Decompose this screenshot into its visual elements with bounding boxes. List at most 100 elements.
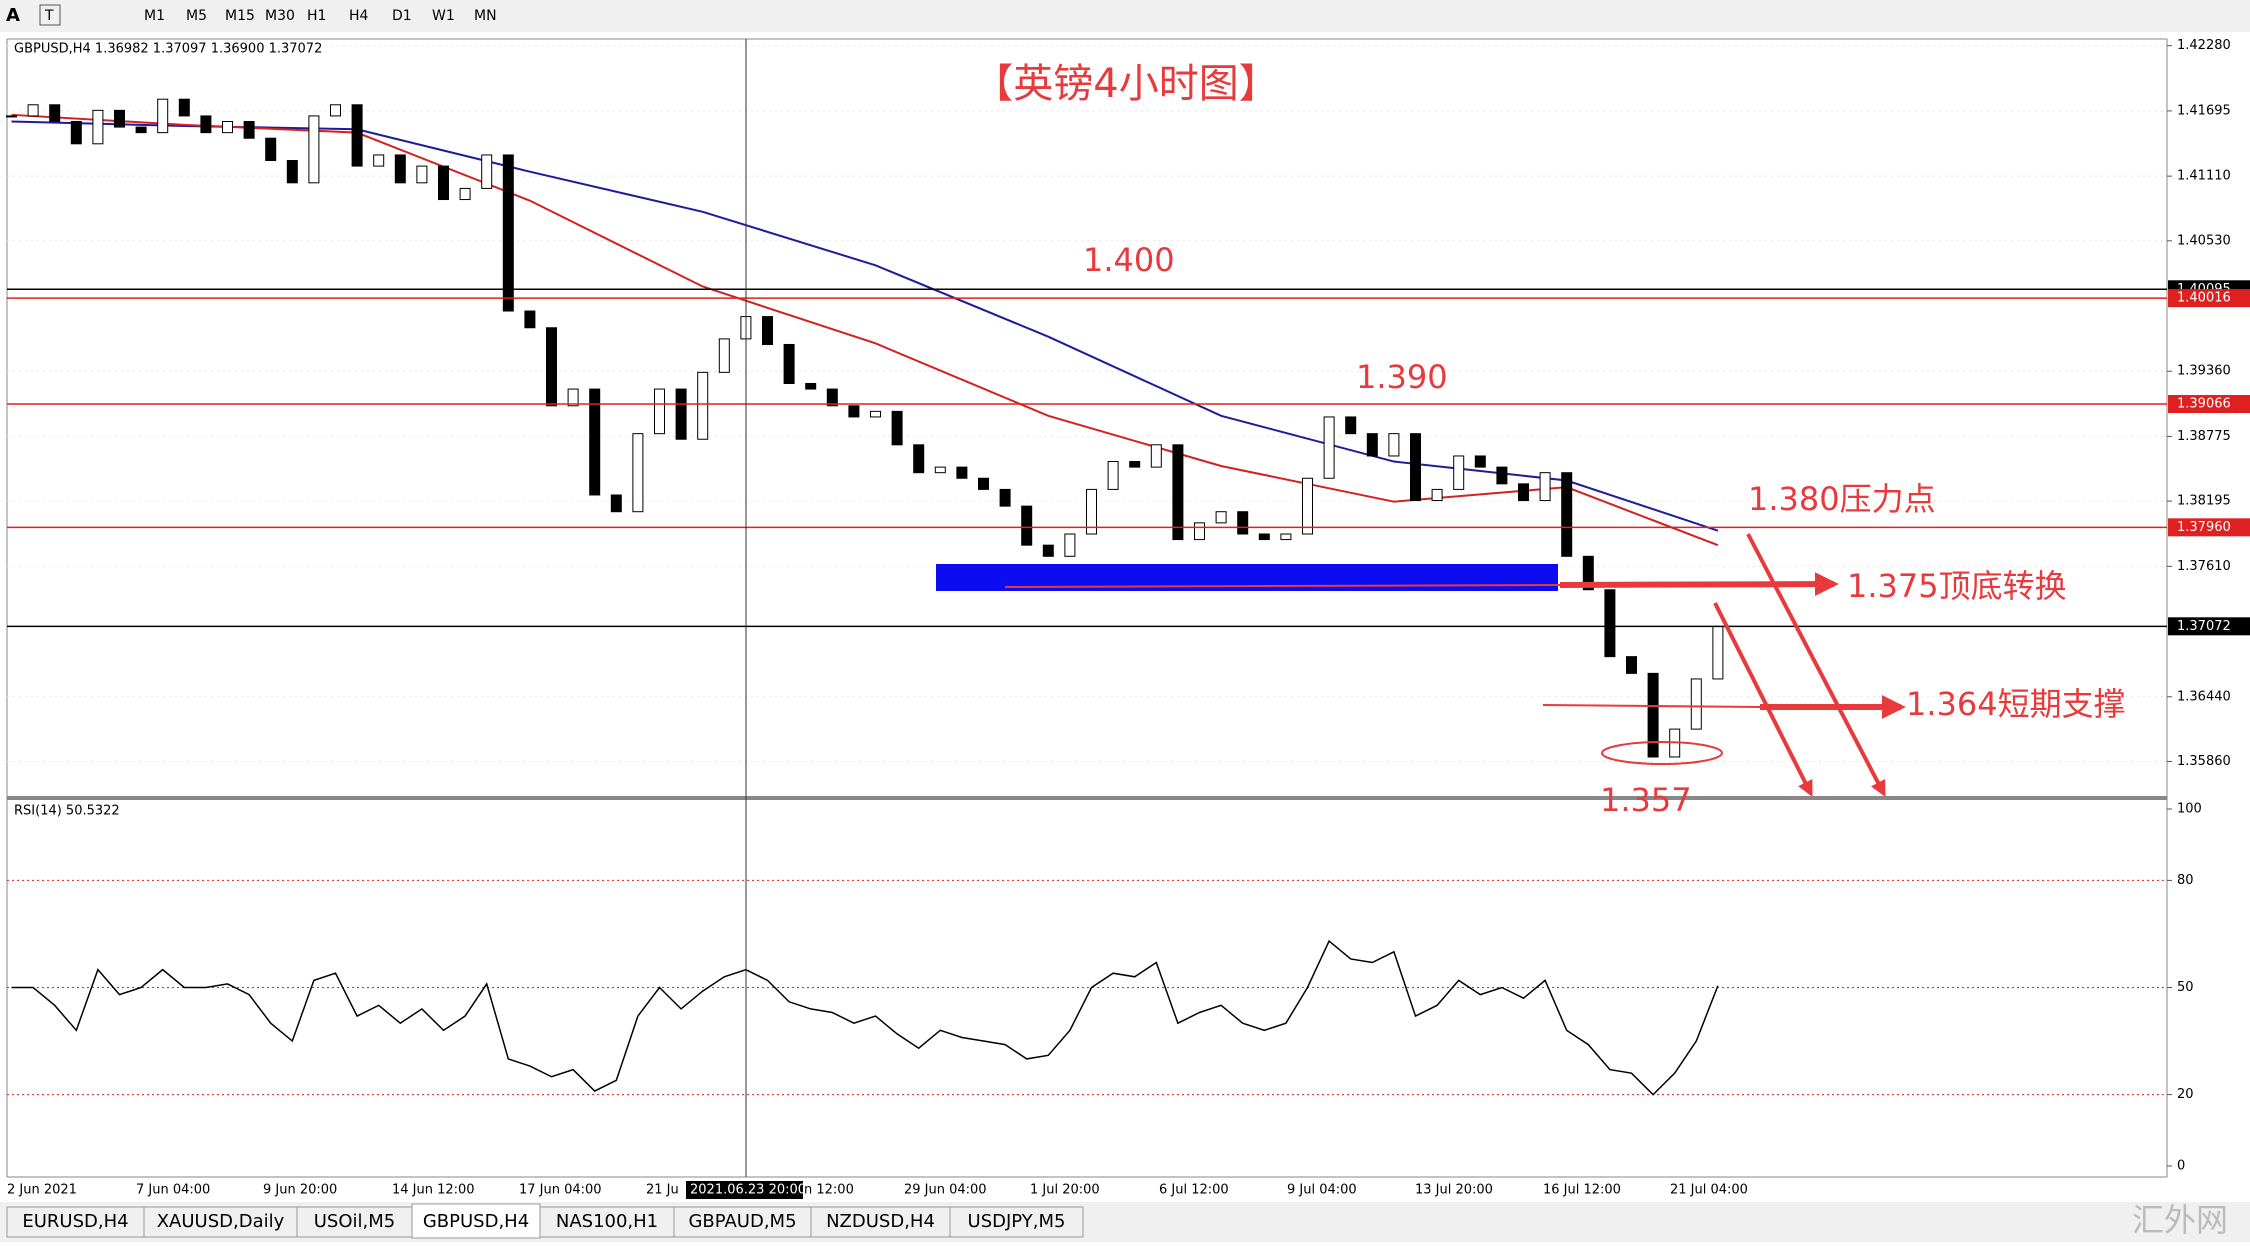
period-button[interactable]: M1 [144, 8, 165, 24]
candle [999, 488, 1011, 507]
annotation: 1.380压力点 [1748, 480, 1936, 518]
annotation: 1.375顶底转换 [1847, 567, 2067, 605]
tab[interactable] [673, 1206, 812, 1238]
price-tag-label: 1.37960 [2177, 520, 2231, 535]
candle [567, 388, 579, 407]
candle [1302, 477, 1313, 535]
tab-label[interactable]: USOil,M5 [314, 1211, 395, 1232]
y-tick-label: 1.39360 [2177, 364, 2231, 379]
candle [1172, 444, 1184, 541]
time-label: 17 Jun 04:00 [519, 1183, 602, 1198]
price-tag [2168, 617, 2250, 636]
candle [718, 338, 730, 373]
candle [783, 343, 795, 384]
candle [286, 160, 298, 184]
candle [1496, 466, 1508, 485]
tab[interactable] [411, 1203, 541, 1239]
candle [956, 466, 968, 479]
tab[interactable] [949, 1206, 1084, 1238]
rsi-label: RSI(14) 50.5322 [14, 804, 120, 819]
tab[interactable] [296, 1206, 413, 1238]
tab-label[interactable]: USDJPY,M5 [968, 1211, 1066, 1232]
arrow [1746, 533, 1886, 797]
chart-title: 【英镑4小时图】 [973, 61, 1278, 107]
tab-label[interactable]: NZDUSD,H4 [826, 1211, 935, 1232]
time-label: 1 Jul 20:00 [1030, 1183, 1100, 1198]
tab[interactable] [6, 1206, 145, 1238]
rsi-tick-label: 50 [2177, 980, 2194, 995]
candle [1064, 533, 1076, 557]
candle [1647, 672, 1659, 758]
candle [762, 316, 773, 345]
candle [524, 310, 536, 329]
candle [92, 109, 104, 145]
tab[interactable] [810, 1206, 951, 1238]
period-button[interactable]: H1 [307, 8, 326, 24]
time-label: 6 Jul 12:00 [1159, 1183, 1229, 1198]
period-button[interactable]: D1 [392, 8, 412, 24]
time-label: 14 Jun 12:00 [392, 1183, 475, 1198]
candle [1323, 416, 1335, 479]
period-button[interactable]: M5 [186, 8, 207, 24]
candle [114, 109, 125, 128]
time-label: 29 Jun 04:00 [904, 1183, 987, 1198]
time-label: 21 Ju [646, 1183, 679, 1198]
candle [373, 154, 385, 167]
candle [891, 410, 903, 446]
candle [1690, 678, 1702, 730]
price-tag [2168, 395, 2250, 414]
candle [870, 410, 881, 418]
candle [459, 187, 471, 201]
candle [200, 115, 212, 134]
period-button[interactable]: W1 [432, 8, 455, 24]
symbol-header: GBPUSD,H4 1.36982 1.37097 1.36900 1.3707… [14, 42, 322, 57]
candle [6, 115, 17, 118]
watermark: 汇外网 [2132, 1201, 2228, 1239]
tab-label[interactable]: XAUUSD,Daily [157, 1211, 285, 1232]
candle [481, 154, 493, 189]
period-button[interactable]: H4 [349, 8, 369, 24]
rsi-tick-label: 100 [2177, 802, 2202, 817]
y-tick-label: 1.36440 [2177, 689, 2231, 704]
candle [934, 466, 946, 474]
candle [589, 388, 601, 496]
candle [1086, 488, 1097, 535]
candle [135, 126, 147, 134]
time-label: 21 Jul 04:00 [1670, 1183, 1748, 1198]
time-label: 9 Jul 04:00 [1287, 1183, 1357, 1198]
candle [27, 104, 39, 117]
price-tag [2168, 289, 2250, 308]
tab[interactable] [143, 1206, 298, 1238]
y-tick-label: 1.41695 [2177, 103, 2231, 118]
low-marker [1601, 741, 1723, 765]
candle [826, 388, 838, 407]
candle [913, 444, 925, 474]
candle [1345, 416, 1357, 435]
rsi-tick-label: 80 [2177, 873, 2194, 888]
candle [1431, 488, 1443, 502]
candle [1712, 626, 1724, 680]
tab-label[interactable]: NAS100,H1 [556, 1211, 658, 1232]
candle [1021, 505, 1033, 546]
price-tag-label: 1.39066 [2177, 397, 2231, 412]
period-button[interactable]: M15 [225, 8, 255, 24]
candle [610, 494, 622, 513]
candle [1604, 589, 1616, 658]
tab-label[interactable]: GBPUSD,H4 [423, 1211, 529, 1232]
period-button[interactable]: M30 [265, 8, 295, 24]
y-tick-label: 1.37610 [2177, 559, 2231, 574]
candle [394, 154, 406, 184]
text-tool[interactable]: A [6, 5, 20, 26]
candle [654, 388, 665, 435]
annotation: 1.400 [1083, 241, 1175, 279]
cursor-label: 2021.06.23 20:00 [690, 1183, 806, 1198]
candle [1366, 433, 1378, 457]
price-tag-label: 1.37072 [2177, 619, 2231, 634]
period-button[interactable]: MN [474, 8, 497, 24]
tab-label[interactable]: EURUSD,H4 [22, 1211, 128, 1232]
cursor-tag [686, 1181, 803, 1199]
text-label-tool[interactable] [39, 4, 61, 26]
candle [222, 121, 233, 134]
tab-label[interactable]: GBPAUD,M5 [688, 1211, 796, 1232]
rsi-tick-label: 0 [2177, 1159, 2185, 1174]
